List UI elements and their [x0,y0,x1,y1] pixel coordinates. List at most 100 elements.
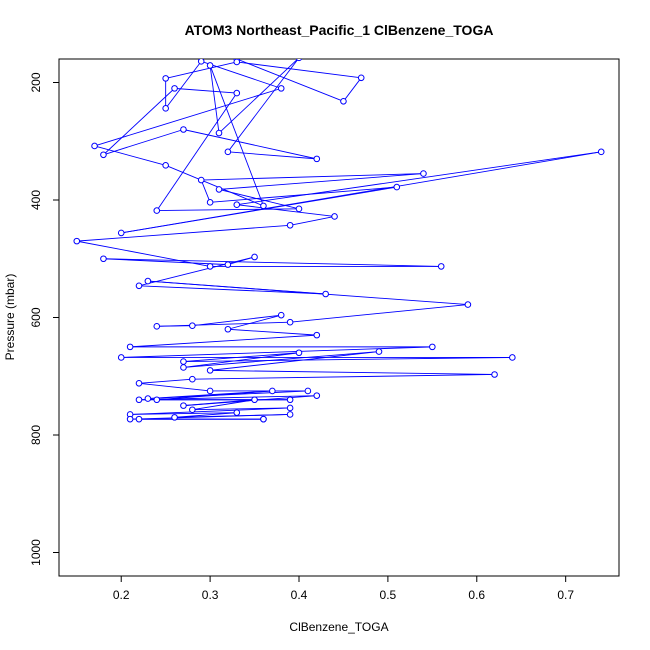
data-point [117,229,125,237]
data-point [215,129,223,137]
data-point [171,414,178,421]
data-point [135,396,143,404]
data-point [295,349,303,357]
data-point [189,375,196,383]
x-tick-label: 0.6 [468,588,485,602]
series-segment [183,351,380,368]
series-segment [76,240,211,267]
data-point [313,331,321,339]
data-point [295,59,303,62]
data-point [277,311,285,319]
data-point [100,151,107,159]
data-point [224,261,232,268]
series-segment [174,412,237,418]
data-point [331,213,338,220]
data-point [117,354,125,361]
x-tick-label: 0.7 [557,588,574,602]
series-segment [236,204,335,217]
series-segment [183,352,300,368]
x-tick-label: 0.2 [113,588,130,602]
series-segment [227,328,317,336]
data-point [437,263,445,270]
y-axis: 200 400 600 800 1000 [29,72,59,566]
series-segment [138,285,326,295]
data-point [295,205,303,213]
series-segment [165,164,264,207]
series-segment [130,413,291,420]
series-segment [76,224,291,242]
data-point [135,415,143,423]
data-point [153,396,161,404]
data-point [429,343,436,351]
series-segment [210,351,380,371]
x-tick-label: 0.4 [291,588,308,602]
data-point [197,59,205,65]
y-tick-label: 600 [29,307,43,327]
data-point [135,380,143,387]
series-segment [218,188,300,210]
data-point [100,255,107,263]
data-point [135,282,143,290]
data-point [251,253,258,261]
data-point [286,404,294,412]
data-point [153,207,161,214]
data-point [180,402,187,409]
series-segment [94,87,282,147]
data-point [91,142,98,150]
series-segment [147,280,468,306]
x-tick-label: 0.3 [202,588,219,602]
series-segment [209,65,264,207]
data-point [144,395,152,402]
x-tick-label: 0.5 [380,588,397,602]
series-layer [73,59,605,423]
data-point [322,290,329,298]
data-point [286,411,294,418]
data-point [304,387,312,395]
series-segment [156,92,238,211]
series-segment [183,129,317,160]
data-point [286,221,294,229]
data-point [126,343,134,351]
series-segment [227,59,299,153]
data-point [313,392,321,399]
data-point [162,105,169,112]
data-point [206,263,214,270]
series-segment [103,88,175,156]
data-point [126,415,134,423]
data-point [597,148,605,156]
data-point [286,318,294,326]
series-segment [103,258,228,266]
series-segment [174,87,237,94]
series-segment [200,179,211,203]
series-segment [218,59,299,134]
data-point [340,98,347,105]
data-point [260,415,267,423]
series-segment [343,77,362,102]
series-segment [218,173,424,190]
data-point [251,396,258,404]
y-tick-label: 400 [29,190,43,210]
data-point [491,371,498,378]
series-segment [201,60,282,89]
data-point [215,186,223,193]
data-point [206,367,214,374]
data-point [233,89,241,97]
y-axis-label: Pressure (mbar) [3,274,17,361]
data-point [313,155,321,163]
series-segment [209,65,220,134]
chart-title: ATOM3 Northeast_Pacific_1 ClBenzene_TOGA [185,22,494,38]
x-axis-label: ClBenzene_TOGA [289,620,388,634]
data-point [162,162,169,169]
series-segment [138,378,193,384]
data-point [144,277,152,285]
data-point [224,148,232,156]
series-segment [121,151,602,234]
data-point [206,199,214,206]
data-point [189,322,196,330]
series-segment [192,374,495,380]
series-segment [290,216,335,226]
y-tick-label: 800 [29,425,43,445]
series-segment [165,61,237,79]
data-point [233,59,241,66]
